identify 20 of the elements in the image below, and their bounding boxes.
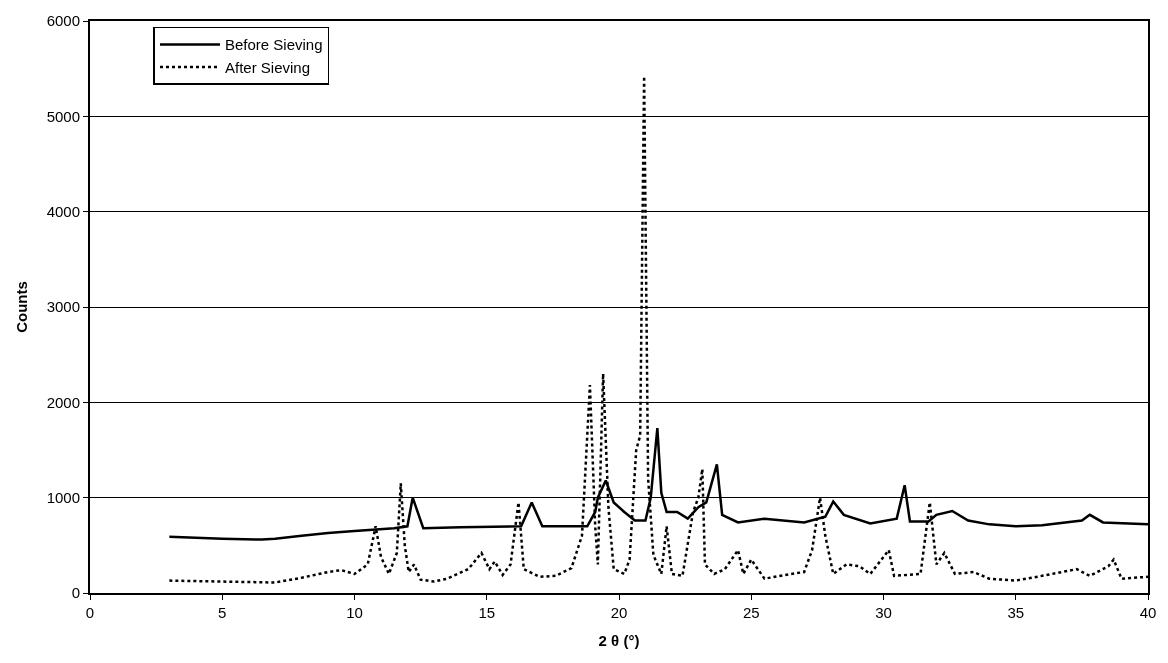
x-tick-label: 30	[875, 604, 892, 621]
x-tick-label: 25	[742, 604, 760, 621]
y-tick-label: 6000	[46, 12, 80, 30]
x-tick-label: 5	[218, 604, 227, 621]
y-axis-title: Counts	[13, 281, 31, 333]
y-tick-label: 3000	[46, 298, 80, 316]
x-tick-label: 15	[478, 604, 496, 621]
x-axis-title: 2 θ (°)	[598, 631, 640, 649]
x-tick-label: 35	[1007, 604, 1025, 621]
x-tick-label: 20	[610, 604, 628, 621]
y-tick-label: 2000	[46, 393, 80, 411]
y-tick-label: 4000	[46, 202, 80, 220]
x-tick-label: 40	[1139, 604, 1157, 621]
y-tick-label: 0	[71, 584, 80, 602]
legend-label: Before Sieving	[224, 36, 323, 54]
x-tick-label: 0	[85, 604, 95, 621]
legend-label: After Sieving	[224, 58, 311, 76]
y-tick-label: 1000	[46, 488, 80, 506]
x-tick-label: 10	[346, 604, 363, 621]
y-tick-label: 5000	[46, 107, 80, 125]
